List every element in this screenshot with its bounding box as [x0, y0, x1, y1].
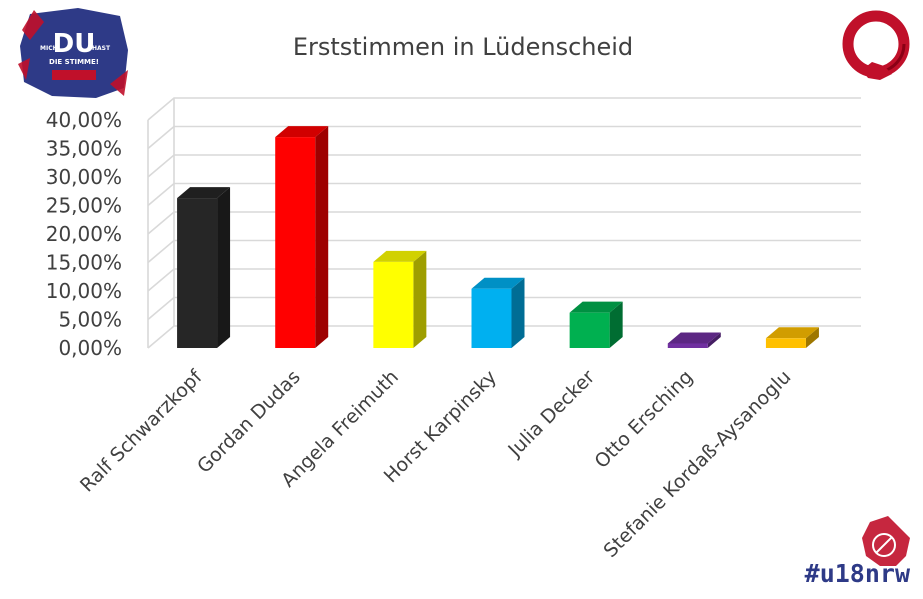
bar-side — [413, 250, 427, 348]
bar-side — [805, 327, 819, 348]
x-tick-label: Gordan Dudas — [193, 366, 305, 478]
x-tick-label: Julia Decker — [503, 366, 599, 462]
logo-right-text: HAST — [92, 45, 111, 52]
y-tick-label: 10,00% — [46, 279, 122, 303]
bar-front — [765, 338, 806, 348]
chart-title: Erststimmen in Lüdenscheid — [293, 33, 633, 61]
y-tick-label: 5,00% — [58, 308, 122, 332]
chart-grid — [147, 97, 861, 349]
bar-top — [275, 126, 329, 138]
bar-front — [569, 312, 610, 348]
y-tick-label: 30,00% — [46, 165, 122, 189]
bar-side — [217, 187, 231, 348]
bar-top — [569, 301, 623, 313]
bar — [569, 301, 623, 348]
y-tick-label: 0,00% — [58, 336, 122, 360]
logo-big-text: DU — [53, 29, 96, 59]
gridline — [147, 125, 861, 150]
handshake-icon — [862, 62, 892, 80]
x-tick-label: Ralf Schwarzkopf — [76, 365, 207, 496]
y-axis-ticks: 0,00% 5,00% 10,00% 15,00% 20,00% 25,00% 30,00%… — [46, 108, 122, 360]
gridline — [147, 154, 861, 178]
hashtag-text: #u18nrw — [805, 559, 911, 588]
bar — [667, 332, 721, 348]
bar-front — [275, 137, 316, 348]
y-tick-label: 20,00% — [46, 222, 122, 246]
logo-left-text: MICH — [40, 45, 58, 52]
ballot-mark-icon — [872, 533, 896, 557]
bar-side — [707, 332, 721, 348]
bar — [275, 126, 329, 348]
u18-nrw-logo: #u18nrw — [805, 516, 911, 588]
bar — [177, 187, 231, 348]
bar — [765, 327, 819, 348]
gridline — [147, 239, 861, 264]
chart-bars — [177, 126, 819, 348]
gridline — [147, 182, 861, 207]
bar — [373, 250, 427, 348]
logo-red-strip — [52, 70, 96, 80]
bar-front — [177, 198, 218, 348]
bar-front — [667, 343, 708, 348]
logo-bottom-text: DIE STIMME! — [49, 58, 99, 66]
bar-top — [373, 250, 427, 262]
x-tick-label: Stefanie Kordaß-Aysanoglu — [599, 366, 795, 562]
handshake-ring-logo — [842, 10, 910, 80]
bar-side — [315, 126, 329, 348]
gridline — [147, 211, 861, 235]
mich-du-hast-die-stimme-logo: MICH DU HAST DIE STIMME! — [18, 8, 128, 98]
bar-top — [471, 277, 525, 289]
y-tick-label: 25,00% — [46, 194, 122, 218]
bar-front — [373, 261, 414, 348]
bar-side — [609, 301, 623, 348]
x-tick-label: Otto Ersching — [590, 366, 697, 473]
gridline — [147, 97, 861, 121]
bar-top — [667, 332, 721, 344]
bar-front — [471, 288, 512, 348]
y-tick-label: 15,00% — [46, 251, 122, 275]
y-tick-label: 40,00% — [46, 108, 122, 132]
bar-side — [511, 277, 525, 348]
y-tick-label: 35,00% — [46, 137, 122, 161]
bar-top — [177, 187, 231, 199]
bar — [471, 277, 525, 348]
map-icon — [862, 516, 910, 566]
bar-top — [765, 327, 819, 339]
